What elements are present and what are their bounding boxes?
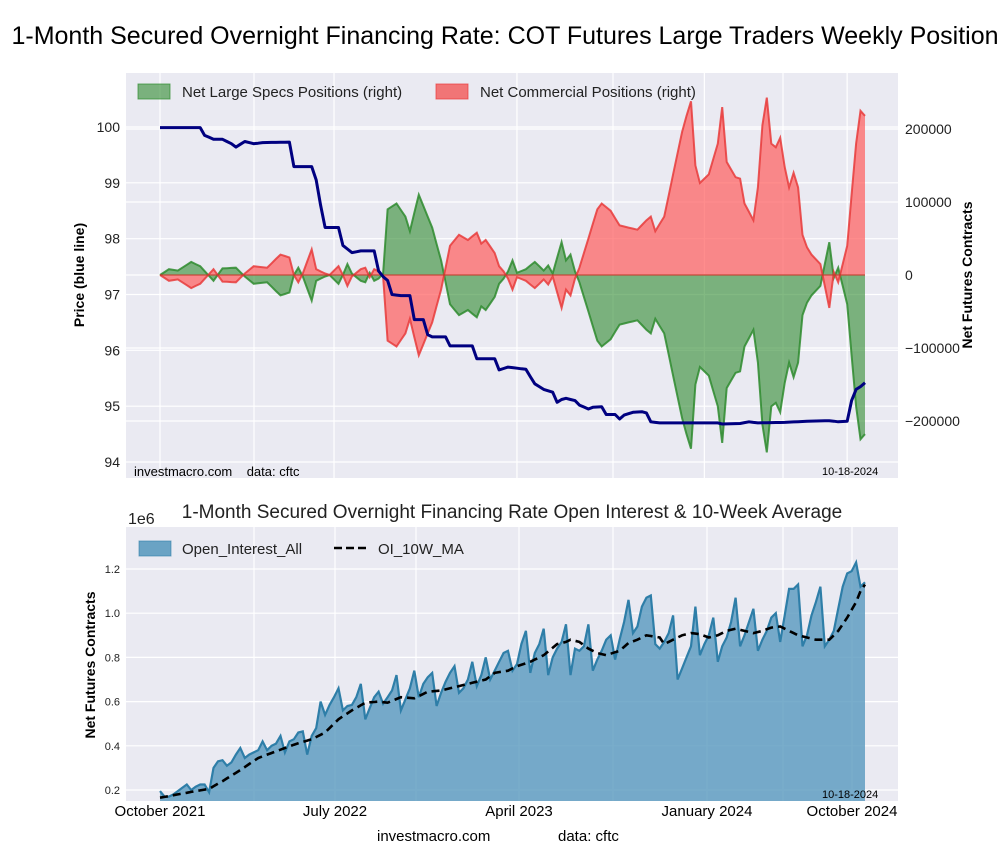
open-interest-line bbox=[159, 559, 866, 798]
left-tick-label: 100 bbox=[97, 119, 121, 135]
positions-chart: 94 95 96 97 98 99 100 −200000 −100000 0 100000 200… bbox=[71, 73, 975, 479]
y-tick-label: 0.6 bbox=[105, 697, 120, 709]
right-tick-label: −200000 bbox=[905, 413, 960, 429]
x-tick-label: April 2023 bbox=[485, 803, 553, 820]
legend-label-ma: OI_10W_MA bbox=[378, 541, 464, 558]
legend: Net Large Specs Positions (right) Net Co… bbox=[137, 83, 696, 101]
specs-line bbox=[159, 191, 866, 453]
y-tick-label: 0.2 bbox=[105, 785, 120, 797]
legend-swatch-open-interest bbox=[138, 540, 172, 557]
x-tick-label: July 2022 bbox=[303, 803, 367, 820]
left-tick-label: 98 bbox=[104, 231, 120, 247]
y-axis-label: Net Futures Contracts bbox=[82, 591, 98, 738]
right-axis-label: Net Futures Contracts bbox=[959, 201, 975, 348]
x-tick-label: October 2021 bbox=[115, 803, 206, 820]
right-tick-label: 0 bbox=[905, 267, 913, 283]
left-axis-label: Price (blue line) bbox=[71, 223, 87, 327]
specs-area bbox=[160, 194, 865, 453]
commercial-area bbox=[160, 97, 865, 356]
legend-swatch-commercial bbox=[435, 83, 469, 100]
ma-line bbox=[159, 583, 867, 799]
legend-label-commercial: Net Commercial Positions (right) bbox=[480, 84, 696, 101]
x-tick-label: January 2024 bbox=[662, 803, 753, 820]
left-tick-label: 97 bbox=[104, 287, 120, 303]
main-title: 1-Month Secured Overnight Financing Rate… bbox=[11, 22, 999, 50]
right-tick-label: 200000 bbox=[905, 121, 952, 137]
y-tick-label: 0.8 bbox=[105, 652, 120, 664]
footer-site: investmacro.com bbox=[377, 828, 491, 845]
legend: Open_Interest_All OI_10W_MA bbox=[138, 540, 464, 558]
footer-data-source: data: cftc bbox=[558, 828, 619, 845]
watermark-source: investmacro.com data: cftc bbox=[134, 464, 300, 479]
watermark-date: 10-18-2024 bbox=[822, 466, 878, 478]
legend-label-open-interest: Open_Interest_All bbox=[182, 541, 302, 558]
legend-label-specs: Net Large Specs Positions (right) bbox=[182, 84, 402, 101]
open-interest-title: 1-Month Secured Overnight Financing Rate… bbox=[181, 502, 843, 523]
left-tick-label: 95 bbox=[104, 398, 120, 414]
left-tick-label: 99 bbox=[104, 175, 120, 191]
right-tick-label: −100000 bbox=[905, 340, 960, 356]
open-interest-area bbox=[160, 562, 865, 801]
left-tick-label: 96 bbox=[104, 342, 120, 358]
y-tick-label: 1.0 bbox=[105, 608, 120, 620]
price-line bbox=[160, 126, 866, 426]
y-tick-label: 1.2 bbox=[105, 564, 120, 576]
right-tick-label: 100000 bbox=[905, 194, 952, 210]
legend-swatch-specs bbox=[137, 83, 171, 100]
left-tick-label: 94 bbox=[104, 454, 120, 470]
open-interest-chart: 0.2 0.4 0.6 0.8 1.0 1.2 October 2021 July 2022… bbox=[82, 511, 898, 820]
y-multiplier: 1e6 bbox=[128, 511, 155, 528]
watermark-date: 10-18-2024 bbox=[822, 789, 878, 801]
commercial-line bbox=[159, 97, 866, 359]
y-tick-label: 0.4 bbox=[105, 741, 120, 753]
x-tick-label: October 2024 bbox=[807, 803, 898, 820]
